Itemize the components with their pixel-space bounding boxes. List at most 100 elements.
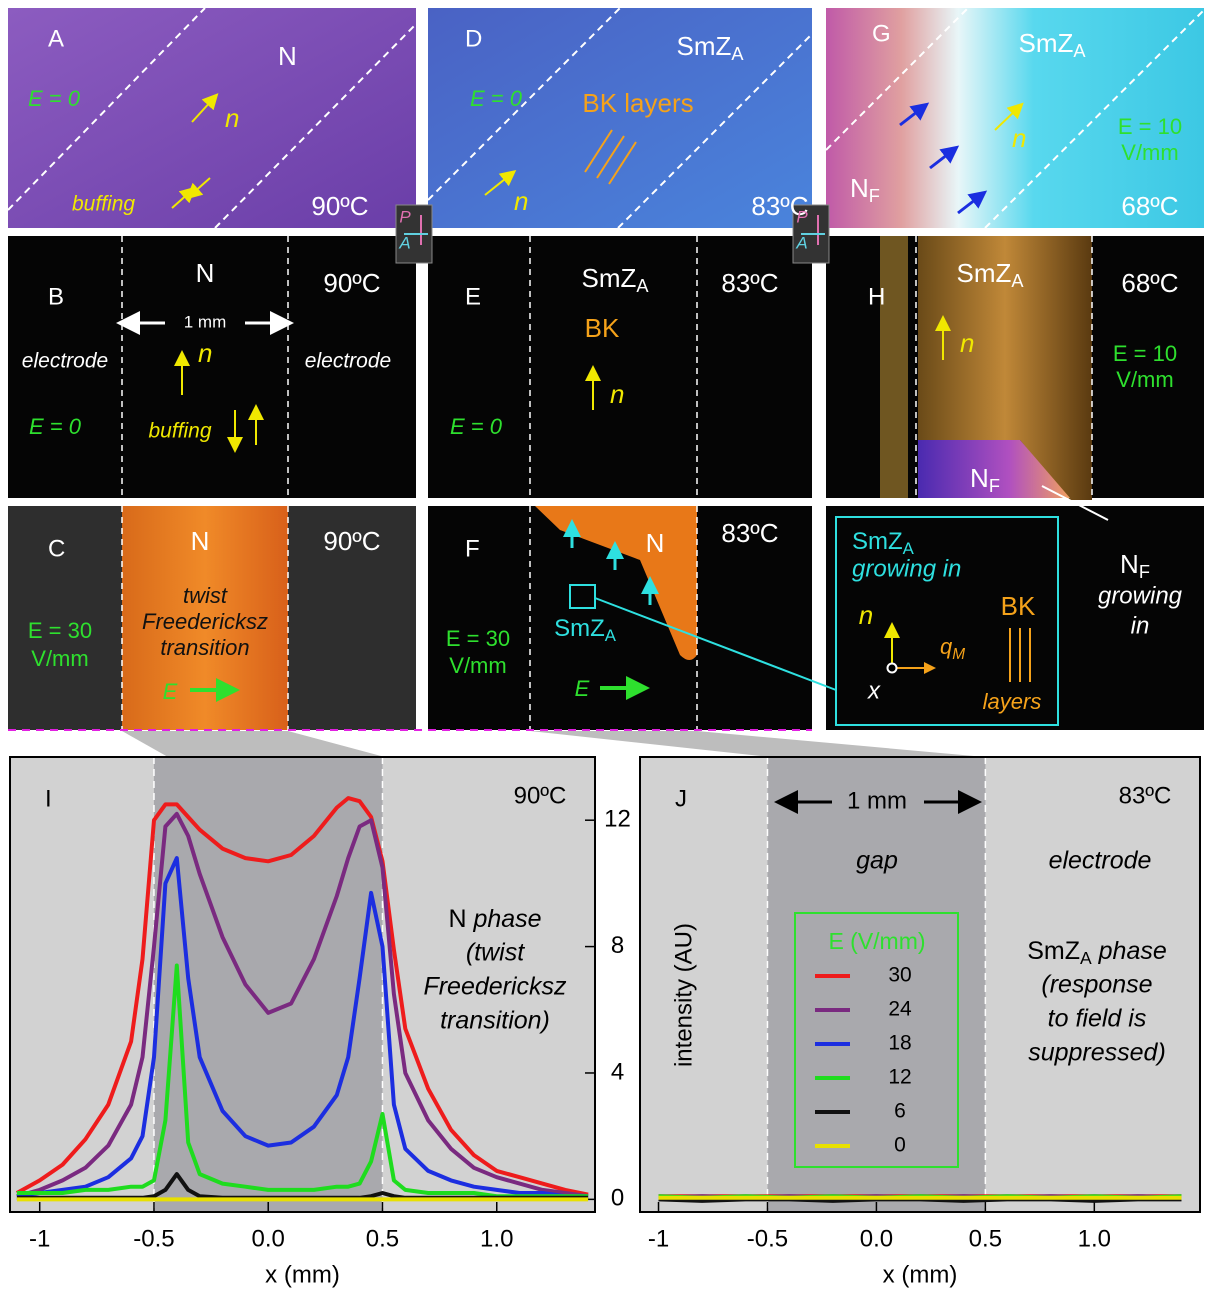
legend-title: E (V/mm) (828, 928, 925, 954)
zoom-connector (122, 731, 385, 757)
label-sub: A (1011, 271, 1024, 291)
polarizer-label: P (399, 207, 411, 226)
temperature: 83ºC (1119, 782, 1172, 809)
label-sub: A (636, 276, 649, 296)
legend-label: 24 (888, 998, 912, 1021)
legend-label: 12 (888, 1066, 911, 1089)
label: E = 10 (1113, 341, 1177, 366)
label: 90ºC (323, 268, 380, 298)
label: electrode (22, 350, 108, 373)
label: N (646, 528, 665, 558)
x-tick-label: -0.5 (747, 1225, 788, 1252)
label-main: SmZ (581, 263, 636, 293)
x-axis (888, 664, 897, 673)
label: D (465, 25, 482, 52)
label-main: N (970, 463, 989, 493)
annotation: (response (1041, 971, 1152, 999)
label: n (514, 186, 528, 216)
label: N (278, 41, 297, 71)
x-tick-label: 0.5 (969, 1225, 1002, 1252)
x-tick-label: 0.0 (252, 1225, 285, 1252)
label: n (1012, 123, 1026, 153)
label: E = 0 (29, 414, 82, 439)
label: E = 0 (450, 414, 503, 439)
label: buffing (72, 193, 135, 216)
label-main: SmZ (852, 528, 903, 555)
label: N (196, 258, 215, 288)
label-main: SmZ (956, 258, 1011, 288)
legend-label: 18 (888, 1032, 911, 1055)
label: layers (983, 689, 1042, 714)
label-main: q (940, 634, 953, 659)
x-tick-label: 0.0 (860, 1225, 893, 1252)
gap-label: gap (856, 847, 898, 875)
x-tick-label: 1.0 (1078, 1225, 1111, 1252)
label-main: SmZ (1018, 28, 1073, 58)
label: 68ºC (1121, 268, 1178, 298)
y-tick-label: 0 (611, 1185, 624, 1212)
label-main: N (850, 173, 869, 203)
label: E = 10 (1118, 114, 1182, 139)
label: A (48, 25, 64, 52)
label: n (225, 103, 239, 133)
x-tick-label: -0.5 (133, 1225, 174, 1252)
label-main: SmZ (554, 615, 605, 642)
label: E (163, 679, 178, 704)
x-axis-label: x (mm) (265, 1261, 340, 1288)
label: E = 30 (446, 626, 510, 651)
x-axis-label: x (mm) (883, 1261, 958, 1288)
label: n (960, 328, 974, 358)
annotation: SmZA phase (1027, 937, 1167, 968)
label: BK (585, 313, 620, 343)
label: 68ºC (1121, 191, 1178, 221)
annotation: to field is (1048, 1005, 1147, 1033)
annotation: suppressed) (1028, 1039, 1166, 1067)
label: V/mm (1116, 367, 1173, 392)
x-tick-label: -1 (29, 1225, 50, 1252)
annotation: N phase (448, 905, 541, 933)
temperature: 90ºC (514, 782, 567, 809)
label: transition (160, 635, 249, 660)
polarizer-label: P (796, 207, 808, 226)
label: F (465, 535, 480, 562)
image-h-texture (880, 236, 908, 498)
label-main: SmZ (1027, 937, 1080, 965)
label: E = 0 (28, 86, 81, 111)
label-sub: M (952, 646, 965, 663)
label: growing in (852, 555, 961, 582)
label: BK (1001, 591, 1036, 621)
label-sub: F (869, 186, 880, 206)
figure: -1-0.50.00.51.004812I90ºCx (mm)-1-0.50.0… (0, 0, 1206, 1292)
callout-text: growing (1098, 582, 1183, 609)
legend-label: 0 (894, 1134, 906, 1157)
annotation: (twist (466, 939, 525, 967)
label: Freedericksz (142, 609, 268, 634)
panel-label: J (675, 785, 687, 812)
label: twist (183, 583, 228, 608)
y-axis-label: intensity (AU) (670, 923, 697, 1067)
label-sub: A (731, 44, 744, 64)
scale: 1 mm (847, 787, 907, 814)
label: H (868, 283, 885, 310)
label: 83ºC (721, 268, 778, 298)
callout-text: in (1131, 612, 1150, 639)
label-sub: F (1139, 562, 1150, 582)
label: V/mm (1121, 140, 1178, 165)
label: V/mm (449, 653, 506, 678)
label: n (610, 379, 624, 409)
label: E = 30 (28, 618, 92, 643)
label: 90ºC (311, 191, 368, 221)
label: E (575, 676, 590, 701)
zoom-connector (530, 731, 985, 757)
label: V/mm (31, 646, 88, 671)
annotation: transition) (440, 1007, 550, 1035)
label-sub: A (605, 626, 617, 645)
label: x (867, 677, 881, 704)
label: C (48, 535, 65, 562)
label: buffing (148, 420, 211, 443)
legend-label: 30 (888, 964, 911, 987)
y-tick-label: 12 (604, 806, 631, 833)
label-sub: A (1080, 948, 1092, 968)
label-sub: F (989, 476, 1000, 496)
